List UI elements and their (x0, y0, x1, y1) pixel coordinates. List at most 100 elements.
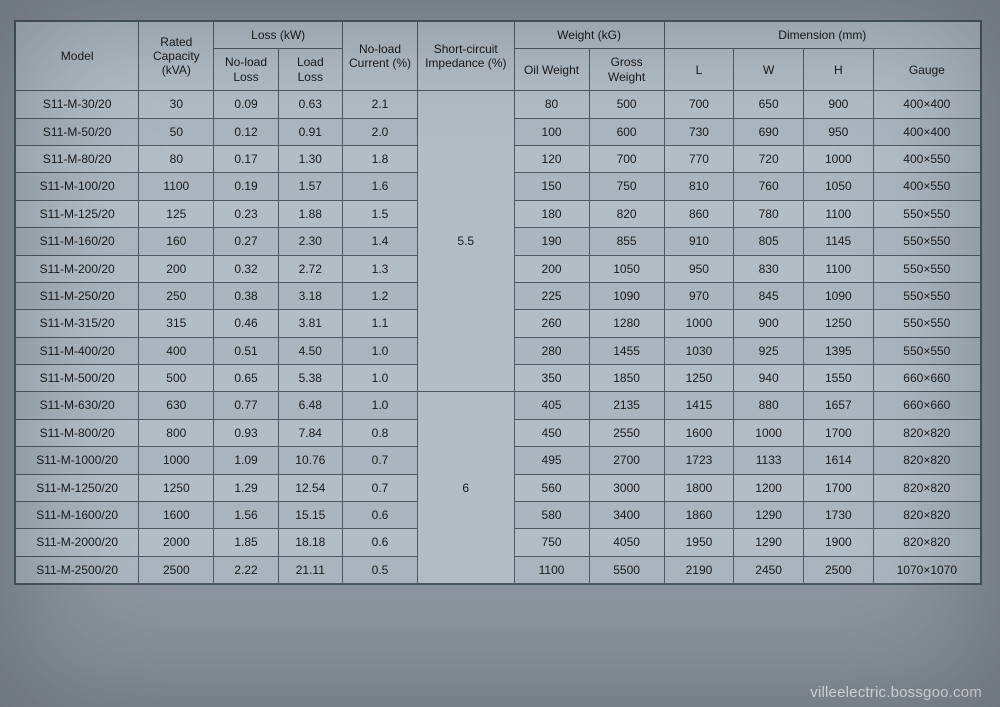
cell-capacity: 50 (139, 118, 214, 145)
cell-model: S11-M-400/20 (16, 337, 139, 364)
cell-load-loss: 3.18 (278, 282, 342, 309)
cell-gauge: 400×550 (873, 145, 980, 172)
cell-oil-weight: 580 (514, 502, 589, 529)
cell-H: 1700 (803, 474, 873, 501)
cell-noload-current: 1.8 (342, 145, 417, 172)
cell-W: 1290 (734, 502, 804, 529)
cell-gross-weight: 700 (589, 145, 664, 172)
cell-oil-weight: 225 (514, 282, 589, 309)
cell-capacity: 2000 (139, 529, 214, 556)
cell-W: 940 (734, 365, 804, 392)
cell-noload-loss: 0.46 (214, 310, 278, 337)
cell-noload-loss: 0.65 (214, 365, 278, 392)
cell-W: 925 (734, 337, 804, 364)
cell-noload-current: 1.6 (342, 173, 417, 200)
cell-W: 1290 (734, 529, 804, 556)
col-loss-group: Loss (kW) (214, 22, 343, 49)
cell-gross-weight: 3000 (589, 474, 664, 501)
cell-capacity: 80 (139, 145, 214, 172)
cell-noload-current: 0.6 (342, 502, 417, 529)
cell-H: 1000 (803, 145, 873, 172)
cell-noload-loss: 0.23 (214, 200, 278, 227)
cell-L: 770 (664, 145, 734, 172)
cell-model: S11-M-1000/20 (16, 447, 139, 474)
cell-W: 1200 (734, 474, 804, 501)
cell-model: S11-M-30/20 (16, 91, 139, 118)
col-H: H (803, 49, 873, 91)
cell-H: 2500 (803, 556, 873, 583)
cell-H: 900 (803, 91, 873, 118)
cell-load-loss: 0.91 (278, 118, 342, 145)
cell-load-loss: 6.48 (278, 392, 342, 419)
cell-gauge: 820×820 (873, 447, 980, 474)
cell-gross-weight: 2550 (589, 419, 664, 446)
cell-gross-weight: 600 (589, 118, 664, 145)
cell-capacity: 200 (139, 255, 214, 282)
cell-oil-weight: 750 (514, 529, 589, 556)
col-L: L (664, 49, 734, 91)
cell-H: 1395 (803, 337, 873, 364)
cell-L: 970 (664, 282, 734, 309)
cell-gauge: 820×820 (873, 419, 980, 446)
cell-gross-weight: 1090 (589, 282, 664, 309)
cell-noload-current: 0.7 (342, 474, 417, 501)
cell-noload-current: 2.0 (342, 118, 417, 145)
cell-model: S11-M-160/20 (16, 228, 139, 255)
cell-H: 1090 (803, 282, 873, 309)
col-impedance: Short-circuit Impedance (%) (418, 22, 515, 91)
cell-noload-current: 1.4 (342, 228, 417, 255)
cell-noload-current: 0.5 (342, 556, 417, 583)
cell-gauge: 660×660 (873, 365, 980, 392)
cell-model: S11-M-630/20 (16, 392, 139, 419)
cell-load-loss: 7.84 (278, 419, 342, 446)
cell-gross-weight: 750 (589, 173, 664, 200)
cell-oil-weight: 495 (514, 447, 589, 474)
col-W: W (734, 49, 804, 91)
cell-noload-loss: 0.09 (214, 91, 278, 118)
cell-gauge: 550×550 (873, 228, 980, 255)
cell-gross-weight: 1050 (589, 255, 664, 282)
cell-gross-weight: 1850 (589, 365, 664, 392)
cell-model: S11-M-1250/20 (16, 474, 139, 501)
cell-load-loss: 2.72 (278, 255, 342, 282)
cell-H: 1614 (803, 447, 873, 474)
cell-W: 690 (734, 118, 804, 145)
cell-H: 1250 (803, 310, 873, 337)
cell-L: 700 (664, 91, 734, 118)
cell-gross-weight: 2135 (589, 392, 664, 419)
cell-gauge: 550×550 (873, 310, 980, 337)
cell-H: 1145 (803, 228, 873, 255)
cell-noload-loss: 0.19 (214, 173, 278, 200)
cell-H: 1700 (803, 419, 873, 446)
cell-capacity: 1000 (139, 447, 214, 474)
cell-L: 1030 (664, 337, 734, 364)
cell-load-loss: 1.30 (278, 145, 342, 172)
cell-noload-loss: 0.93 (214, 419, 278, 446)
col-weight-group: Weight (kG) (514, 22, 664, 49)
cell-load-loss: 10.76 (278, 447, 342, 474)
cell-H: 1550 (803, 365, 873, 392)
col-dim-group: Dimension (mm) (664, 22, 980, 49)
cell-gross-weight: 1455 (589, 337, 664, 364)
cell-gauge: 400×550 (873, 173, 980, 200)
cell-L: 2190 (664, 556, 734, 583)
cell-gauge: 660×660 (873, 392, 980, 419)
cell-gauge: 1070×1070 (873, 556, 980, 583)
cell-noload-loss: 0.77 (214, 392, 278, 419)
cell-oil-weight: 200 (514, 255, 589, 282)
cell-L: 1415 (664, 392, 734, 419)
cell-W: 880 (734, 392, 804, 419)
cell-noload-current: 0.7 (342, 447, 417, 474)
cell-model: S11-M-50/20 (16, 118, 139, 145)
cell-noload-current: 1.3 (342, 255, 417, 282)
cell-noload-loss: 1.29 (214, 474, 278, 501)
col-gauge: Gauge (873, 49, 980, 91)
cell-L: 730 (664, 118, 734, 145)
cell-oil-weight: 190 (514, 228, 589, 255)
cell-oil-weight: 260 (514, 310, 589, 337)
cell-capacity: 2500 (139, 556, 214, 583)
cell-H: 1100 (803, 255, 873, 282)
cell-L: 1600 (664, 419, 734, 446)
spec-sheet: Model Rated Capacity (kVA) Loss (kW) No-… (14, 20, 982, 585)
cell-H: 950 (803, 118, 873, 145)
